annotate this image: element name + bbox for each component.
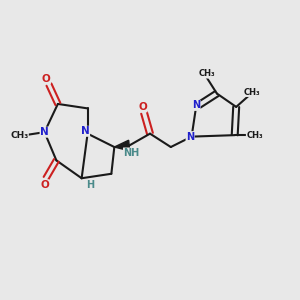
Text: O: O — [40, 180, 49, 190]
Text: N: N — [192, 100, 200, 110]
Text: CH₃: CH₃ — [198, 69, 215, 78]
Text: CH₃: CH₃ — [244, 88, 260, 97]
Text: N: N — [40, 127, 49, 137]
Text: H: H — [86, 180, 94, 190]
Text: N: N — [81, 126, 90, 136]
Polygon shape — [114, 140, 130, 151]
Text: CH₃: CH₃ — [246, 130, 263, 140]
Text: O: O — [42, 74, 50, 84]
Text: CH₃: CH₃ — [10, 130, 28, 140]
Text: N: N — [186, 132, 194, 142]
Text: NH: NH — [123, 148, 140, 158]
Text: O: O — [138, 102, 147, 112]
